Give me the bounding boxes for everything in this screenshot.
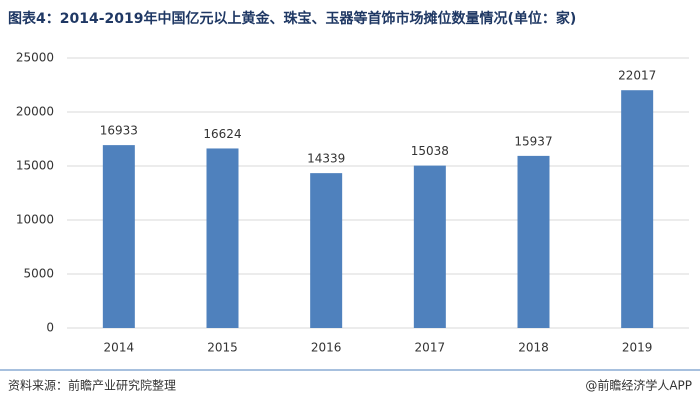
bar [517,155,550,328]
y-tick-label: 20000 [16,105,54,119]
bar [413,165,446,328]
y-tick-label: 0 [46,321,54,335]
bar [621,90,654,328]
data-label: 15937 [514,134,552,148]
data-label: 16933 [100,124,138,138]
y-tick-label: 5000 [23,267,54,281]
x-tick-label: 2016 [311,341,342,355]
bar [102,145,135,328]
x-tick-label: 2015 [207,341,238,355]
source-note: 资料来源：前瞻产业研究院整理 [8,378,176,393]
y-tick-label: 25000 [16,51,54,65]
data-label: 15038 [411,144,449,158]
data-label: 16624 [203,127,241,141]
x-tick-label: 2019 [622,341,653,355]
y-tick-label: 10000 [16,213,54,227]
y-tick-label: 15000 [16,159,54,173]
x-tick-label: 2014 [104,341,135,355]
chart-title: 图表4：2014-2019年中国亿元以上黄金、珠宝、玉器等首饰市场摊位数量情况(… [8,10,576,27]
credit: @前瞻经济学人APP [585,378,692,393]
bar [310,173,343,328]
x-tick-label: 2018 [518,341,549,355]
x-tick-label: 2017 [415,341,446,355]
data-label: 22017 [618,69,656,83]
bar [206,148,239,328]
data-label: 14339 [307,152,345,166]
